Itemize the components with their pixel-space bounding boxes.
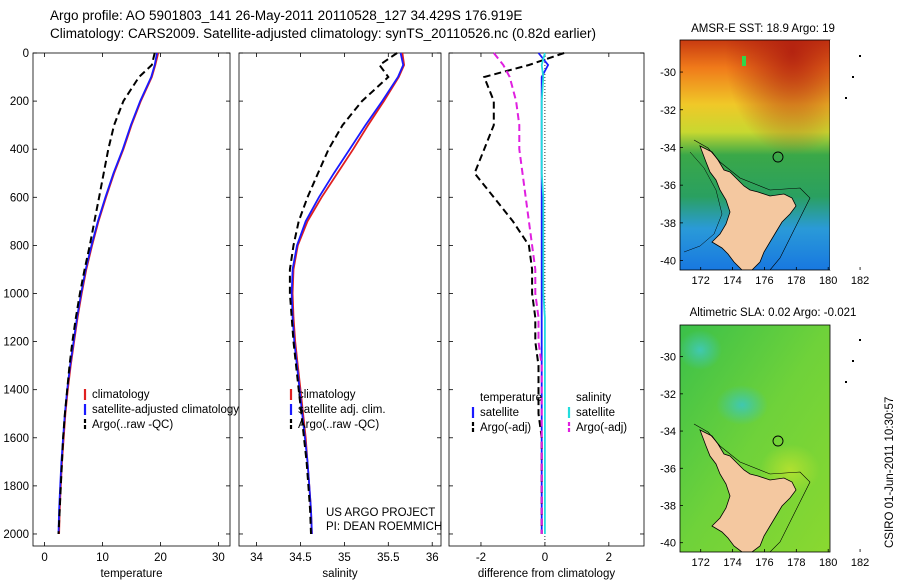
- map-y-tick-label: -38: [660, 218, 676, 230]
- bathymetry-contour: [693, 139, 811, 270]
- map-x-tick-label: 180: [819, 557, 837, 569]
- map-x-tick-label: 176: [755, 557, 773, 569]
- pi-label: PI: DEAN ROEMMICH: [326, 521, 442, 533]
- legend-label: Argo(..raw -QC): [298, 419, 379, 431]
- argo-float-marker: [772, 151, 784, 163]
- x-tick-label: 30: [212, 552, 225, 564]
- x-tick-label: -2: [476, 552, 486, 564]
- map-y-tick-label: -40: [660, 538, 676, 550]
- sla-low-anomaly-nw: [680, 330, 722, 370]
- series-salinity-argo-adj-: [493, 52, 543, 534]
- map-y-tick-label: -36: [660, 463, 676, 475]
- argo-float-marker-sla: [772, 435, 784, 447]
- north-island-land-sla: [699, 429, 797, 552]
- y-tick-label: 1400: [3, 385, 29, 397]
- sst-map-blank: [830, 40, 876, 270]
- temperature-x-label: temperature: [100, 568, 162, 580]
- y-tick-label: 800: [10, 240, 29, 252]
- difference-panel: -2 0 2 difference from climatology temperatu…: [448, 52, 645, 580]
- map-y-tick-label: -34: [660, 426, 676, 438]
- series-temperature-argo-adj-: [473, 52, 565, 534]
- map-y-tick-label: -34: [660, 142, 676, 154]
- map-y-tick-label: -30: [660, 67, 676, 79]
- temperature-plot-frame: [32, 52, 231, 547]
- bathymetry-contour-sla: [693, 423, 811, 552]
- series-argo-raw-qc-: [57, 52, 156, 535]
- x-tick-label: 35: [338, 552, 351, 564]
- salinity-panel: 34 34.5 35 35.5 36 salinity climatology satelli…: [238, 52, 442, 580]
- x-tick-label: 35.5: [377, 552, 399, 564]
- sla-low-anomaly: [716, 385, 768, 425]
- map-x-tick-label: 174: [723, 557, 741, 569]
- legend-label: climatology: [92, 389, 150, 401]
- y-tick-label: 1800: [3, 481, 29, 493]
- series-argo-raw-qc-: [288, 52, 398, 535]
- map-y-tick-label: -38: [660, 500, 676, 512]
- project-label: US ARGO PROJECT: [326, 507, 435, 519]
- y-tick-label: 1000: [3, 288, 29, 300]
- profile-title: Argo profile: AO 5901803_141 26-May-2011…: [50, 8, 523, 23]
- map-x-tick-label: 176: [755, 275, 773, 287]
- series-satellite-adj-clim-: [290, 52, 405, 535]
- sst-green-patch: [742, 56, 746, 66]
- salinity-x-label: salinity: [322, 568, 357, 580]
- map-y-tick-label: -36: [660, 180, 676, 192]
- map-x-tick-label: 182: [851, 275, 869, 287]
- map-y-tick-label: -32: [660, 105, 676, 117]
- x-tick-label: 34.5: [289, 552, 311, 564]
- salinity-plot-frame: [238, 52, 442, 547]
- x-tick-label: 2: [606, 552, 612, 564]
- x-tick-label: 36: [426, 552, 439, 564]
- y-tick-label: 200: [10, 96, 29, 108]
- kermadec-islands: [845, 55, 861, 99]
- map-x-tick-label: 174: [723, 275, 741, 287]
- legend-group-title: temperature: [480, 392, 542, 404]
- map-y-tick-label: -40: [660, 256, 676, 268]
- map-y-tick-label: -30: [660, 352, 676, 364]
- north-island-land: [699, 145, 797, 270]
- sla-map-frame: [679, 324, 831, 553]
- difference-plot-frame: [448, 52, 645, 547]
- bathymetry-contour-outer: [683, 151, 723, 253]
- map-x-tick-label: 172: [692, 557, 710, 569]
- map-x-tick-label: 178: [787, 557, 805, 569]
- map-y-tick-label: -32: [660, 389, 676, 401]
- legend-label: satellite: [480, 407, 519, 419]
- legend-label: Argo(..raw -QC): [92, 419, 173, 431]
- sst-map-title: AMSR-E SST: 18.9 Argo: 19: [691, 23, 835, 35]
- y-tick-label: 600: [10, 192, 29, 204]
- y-tick-label: 2000: [3, 529, 29, 541]
- legend-label: satellite-adjusted climatology: [92, 404, 239, 416]
- sla-map-title: Altimetric SLA: 0.02 Argo: -0.021: [690, 307, 857, 319]
- x-tick-label: 0: [41, 552, 47, 564]
- legend-label: Argo(-adj): [480, 422, 531, 434]
- climatology-title: Climatology: CARS2009. Satellite-adjuste…: [50, 26, 597, 41]
- legend-label: satellite: [576, 407, 615, 419]
- map-x-tick-label: 172: [692, 275, 710, 287]
- difference-x-label: difference from climatology: [478, 568, 615, 580]
- sst-map: AMSR-E SST: 18.9 Argo: 19 172 174 176 178 18…: [660, 23, 876, 287]
- y-tick-label: 1200: [3, 337, 29, 349]
- map-x-tick-label: 178: [787, 275, 805, 287]
- legend-label: climatology: [298, 389, 356, 401]
- series-salinity-satellite: [540, 52, 546, 534]
- y-tick-label: 0: [23, 48, 29, 60]
- sla-map: Altimetric SLA: 0.02 Argo: -0.021 172 174…: [660, 307, 869, 569]
- csiro-credit: CSIRO 01-Jun-2011 10:30:57: [884, 397, 896, 548]
- map-x-tick-label: 182: [851, 557, 869, 569]
- legend-label: satellite adj. clim.: [298, 404, 386, 416]
- kermadec-islands-sla: [845, 339, 861, 383]
- temperature-panel: 0 10 20 30 0 200 400 600 800 1000 1200 1400 1600 1800…: [3, 48, 239, 580]
- x-tick-label: 10: [96, 552, 109, 564]
- y-tick-label: 1600: [3, 433, 29, 445]
- legend-label: Argo(-adj): [576, 422, 627, 434]
- y-tick-label: 400: [10, 144, 29, 156]
- x-tick-label: 0: [542, 552, 548, 564]
- legend-group-title: salinity: [576, 392, 611, 404]
- x-tick-label: 20: [154, 552, 167, 564]
- map-x-tick-label: 180: [819, 275, 837, 287]
- x-tick-label: 34: [250, 552, 263, 564]
